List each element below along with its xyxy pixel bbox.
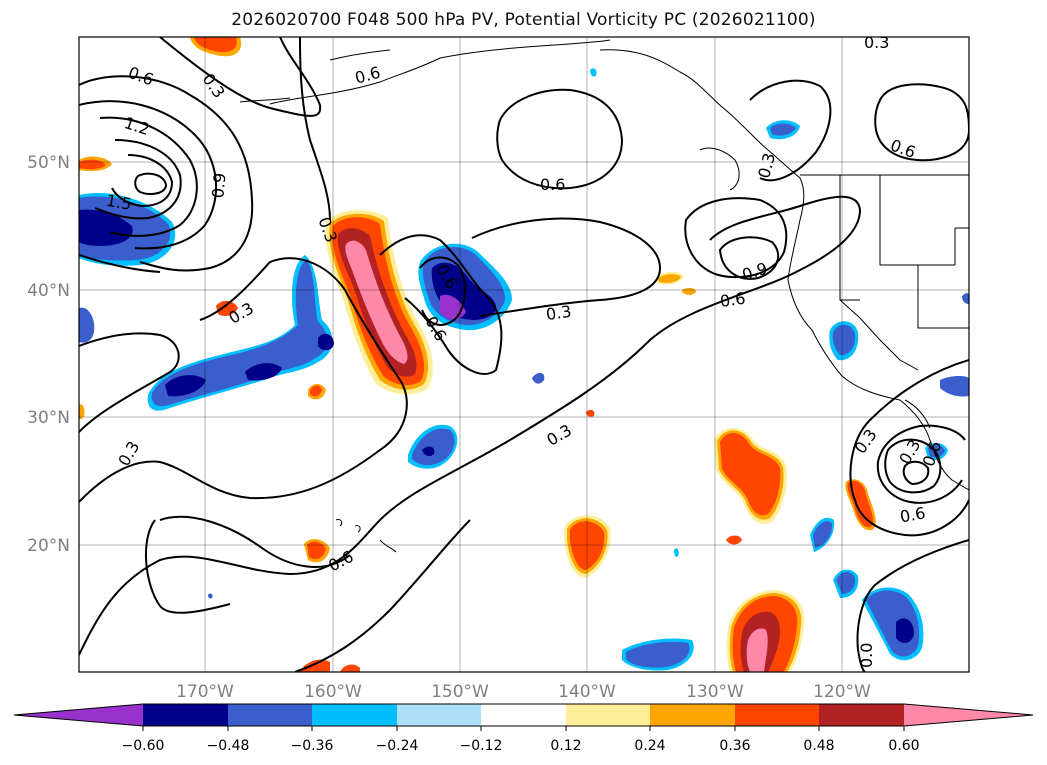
lat-label: 40°N [27,281,70,301]
contour-label: 0.3 [864,33,889,52]
lat-label: 50°N [27,153,70,173]
pv-contours [79,37,969,672]
colorbar-segment [481,704,566,726]
colorbar-segment [143,704,228,726]
colorbar-segment [566,704,650,726]
contour-label: 0.0 [857,643,876,668]
coastlines [239,39,969,553]
colorbar-tick-label: −0.12 [460,738,503,754]
plot-frame [78,36,970,673]
longitude-labels: 170°W 160°W 150°W 140°W 130°W 120°W [176,682,871,702]
latitude-labels: 50°N 40°N 30°N 20°N [27,153,70,556]
lon-label: 170°W [176,682,234,702]
lat-label: 20°N [27,536,70,556]
contour-label: 0.6 [898,503,926,526]
lat-label: 30°N [27,408,70,428]
lon-label: 140°W [558,682,616,702]
colorbar-segment [735,704,819,726]
contour-label: 0.9 [208,172,229,199]
contour-label: 0.6 [540,175,565,194]
contour-label: 1.5 [105,191,133,214]
colorbar-segment [397,704,481,726]
colorbar-tick-label: −0.24 [376,738,419,754]
colorbar-segment [650,704,735,726]
lon-label: 130°W [686,682,744,702]
positive-pv-blobs [79,37,876,672]
lon-label: 150°W [431,682,489,702]
colorbar-tick-label: 0.12 [550,738,581,754]
colorbar-tick-label: −0.48 [207,738,250,754]
contour-label: 0.3 [545,302,573,324]
colorbar-tick-label: 0.24 [634,738,665,754]
lon-label: 120°W [813,682,871,702]
colorbar-tick-label: 0.48 [803,738,834,754]
colorbar-segment [14,704,143,726]
colorbar-tick-label: −0.36 [291,738,334,754]
colorbar-segment [819,704,904,726]
colorbar-tick-label: 0.60 [888,738,919,754]
colorbar: −0.60 −0.48 −0.36 −0.24 −0.12 0.12 0.24 … [13,703,1034,754]
lon-label: 160°W [304,682,362,702]
colorbar-segment [904,704,1033,726]
colorbar-tick-label: 0.36 [719,738,750,754]
map-title: 2026020700 F048 500 hPa PV, Potential Vo… [231,10,816,30]
colorbar-segment [312,704,397,726]
colorbar-segment [228,704,312,726]
gridlines [79,37,969,672]
colorbar-tick-label: −0.60 [122,738,165,754]
contour-label: 0.6 [719,289,747,311]
